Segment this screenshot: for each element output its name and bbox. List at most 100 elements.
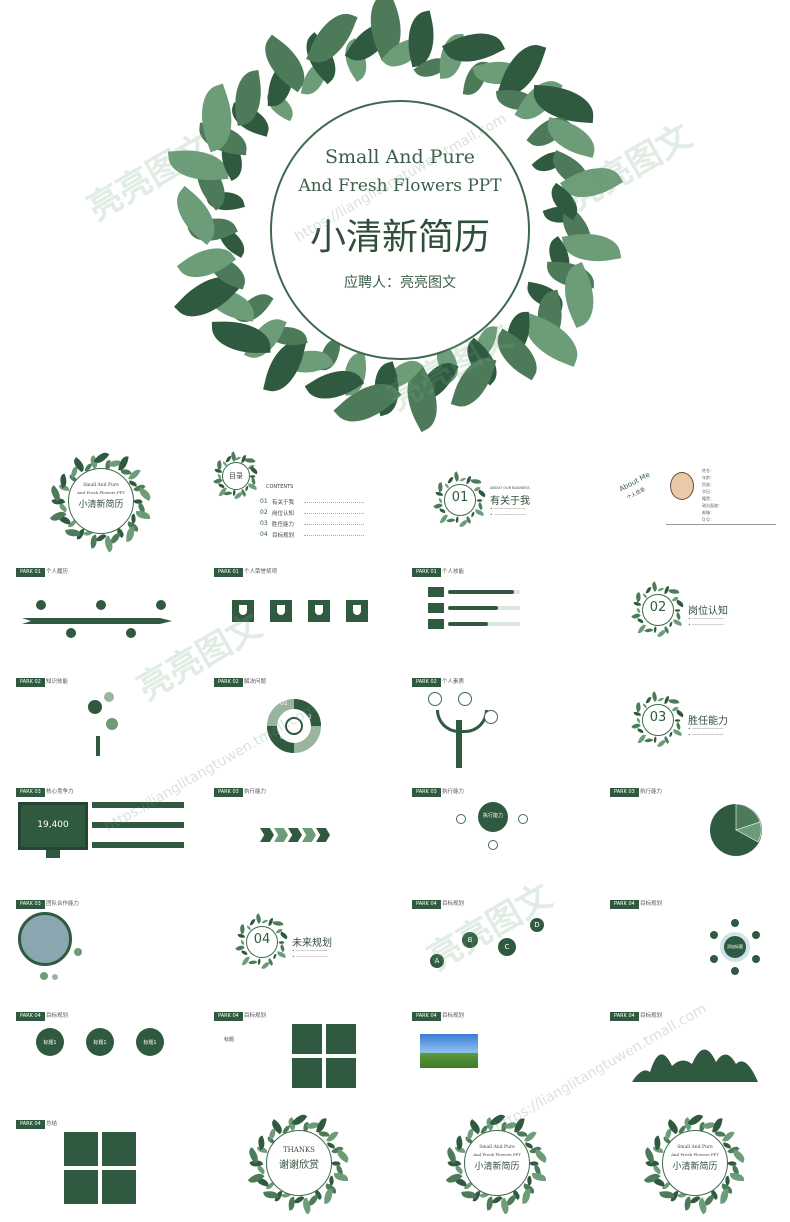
slide-plan1[interactable]: PARK 04 目标规划 A B C D [406, 892, 588, 994]
slide-title: 目标规划 [640, 901, 663, 907]
slide-team[interactable]: PARK 03 团队合作能力 [10, 892, 192, 994]
info-header [92, 842, 184, 848]
slide-knowledge[interactable]: PARK 02 知识技能 [10, 670, 192, 772]
slide-solve[interactable]: PARK 02 解决问题 01 02 03 [208, 670, 390, 772]
leaf-wreath [245, 1112, 351, 1214]
plan2-node [751, 931, 760, 939]
slide-section-03[interactable]: 03 胜任能力 • ——————— • ——————— [604, 670, 786, 772]
grid-cell [292, 1024, 322, 1054]
slide-tag: PARK 04 [16, 1012, 45, 1021]
slide-summary[interactable]: PARK 04 总结 [10, 1112, 192, 1214]
slide-contents[interactable]: 目录 CONTENTS 01 有关于我 02 岗位认知 03 胜任能力 04 目标规划 [208, 450, 390, 552]
slide-end2[interactable]: Small And Pure And Fresh Flowers PPT 小清新… [604, 1112, 786, 1214]
slide-title: 核心竞争力 [46, 789, 74, 795]
slide-core[interactable]: PARK 03 核心竞争力 19,400 [10, 780, 192, 882]
monitor [18, 802, 88, 850]
leaf-shape [454, 516, 460, 524]
slide-tag: PARK 02 [412, 678, 441, 687]
hero-title-en-2: And Fresh Flowers PPT [298, 176, 502, 196]
solve-ring [267, 699, 321, 753]
plan2-node [710, 955, 719, 963]
leaf-shape [674, 599, 685, 608]
slide-quality[interactable]: PARK 02 个人素质 [406, 670, 588, 772]
slide-title: 执行能力 [244, 789, 267, 795]
leaf-shape [272, 920, 283, 928]
slide-skills[interactable]: PARK 01 个人技能 [406, 560, 588, 662]
plan1-letter: C [504, 943, 510, 951]
end-cn: 小清新简历 [672, 1162, 718, 1172]
leaf-shape [260, 960, 270, 971]
plan2-node [731, 967, 739, 975]
slide-plan2[interactable]: PARK 04 目标规划 添加标题 [604, 892, 786, 994]
leaf-shape [652, 626, 658, 634]
slide-exec2[interactable]: PARK 03 执行能力 执行能力 [406, 780, 588, 882]
tree-node [484, 710, 498, 724]
timeline-dot [96, 600, 106, 610]
leaf-shape [273, 954, 277, 960]
skill-label-box [428, 619, 444, 629]
slide-end1[interactable]: Small And Pure And Fresh Flowers PPT 小清新… [406, 1112, 588, 1214]
slide-section-01[interactable]: 01 ABOUT OUR BUSINESS 有关于我 • ——————— • —… [406, 450, 588, 552]
section-circle [642, 594, 674, 626]
leaf-wreath [641, 1112, 747, 1214]
grid-cell [102, 1132, 136, 1166]
leaf-shape [729, 1173, 744, 1182]
field-photo [420, 1034, 478, 1068]
leaf-shape [669, 732, 673, 738]
slide-exec[interactable]: PARK 03 执行能力 [208, 780, 390, 882]
plan2-node [710, 931, 719, 939]
slide-title: 目标规划 [442, 901, 465, 907]
slide-cover-small[interactable]: Small And Pure And Fresh Flowers PPT 小清新… [10, 450, 192, 552]
contents-text: 胜任能力 [272, 522, 295, 528]
exec-pie [710, 803, 762, 856]
slide-section-02[interactable]: 02 岗位认知 • ——————— • ——————— [604, 560, 786, 662]
contents-circle [222, 462, 250, 490]
slide-title: 执行能力 [640, 789, 663, 795]
plan1-letter: B [467, 936, 473, 944]
plan1-letter: D [534, 921, 540, 929]
contents-num: 03 [260, 520, 268, 527]
plan1-node [498, 938, 516, 956]
tree-node [428, 692, 442, 706]
core-number: 19,400 [37, 820, 69, 830]
contents-leader [304, 502, 364, 503]
slide-tag: PARK 01 [16, 568, 45, 577]
section-note: • ——————— [688, 733, 724, 738]
leaf-shape [324, 1188, 333, 1203]
leaf-shape [471, 512, 475, 518]
slide-section-04[interactable]: 04 未来规划 • ——————— • ——————— [208, 892, 390, 994]
slide-exec3[interactable]: PARK 03 执行能力 [604, 780, 786, 882]
section-note: • ——————— [490, 513, 526, 518]
leaf-shape [247, 483, 258, 490]
leaf-shape [470, 478, 481, 486]
slide-thanks[interactable]: THANKS 谢谢欣赏 [208, 1112, 390, 1214]
slide-title: 个人荣誉奖项 [244, 569, 278, 575]
slide-plan3[interactable]: PARK 04 目标规划 标题1 标题1 标题1 [10, 1004, 192, 1106]
leaf-shape [646, 586, 652, 595]
slide-title: 执行能力 [442, 789, 465, 795]
solve-num: 03 [280, 734, 288, 741]
slide-awards[interactable]: PARK 01 个人荣誉奖项 [208, 560, 390, 662]
slide-tag: PARK 01 [412, 568, 441, 577]
contents-text: 有关于我 [272, 500, 295, 506]
info-header [92, 802, 184, 808]
leaf-shape [244, 457, 255, 464]
leaf-shape [88, 534, 99, 549]
leaf-shape [484, 1196, 495, 1211]
slide-tag: PARK 03 [16, 788, 45, 797]
grid-cell [102, 1170, 136, 1204]
slide-plan5[interactable]: PARK 04 目标规划 [406, 1004, 588, 1106]
plan2-node [731, 919, 739, 927]
slide-tag: PARK 04 [214, 1012, 243, 1021]
leaf-shape [644, 626, 654, 634]
section-note: • ——————— [292, 949, 328, 954]
slide-plan6[interactable]: PARK 04 目标规划 [604, 1004, 786, 1106]
person-icon [96, 736, 100, 756]
leaf-shape [256, 958, 262, 966]
dot [74, 948, 82, 956]
slide-resume[interactable]: PARK 01 个人履历 [10, 560, 192, 662]
slide-about-me[interactable]: PARK 01 About Me 个人信息 姓名：年龄：民族：学历：籍贯：政治面… [604, 450, 786, 552]
slide-plan4[interactable]: PARK 04 目标规划 标题 [208, 1004, 390, 1106]
contents-leader [304, 535, 364, 536]
slide-tag: PARK 01 [214, 568, 243, 577]
